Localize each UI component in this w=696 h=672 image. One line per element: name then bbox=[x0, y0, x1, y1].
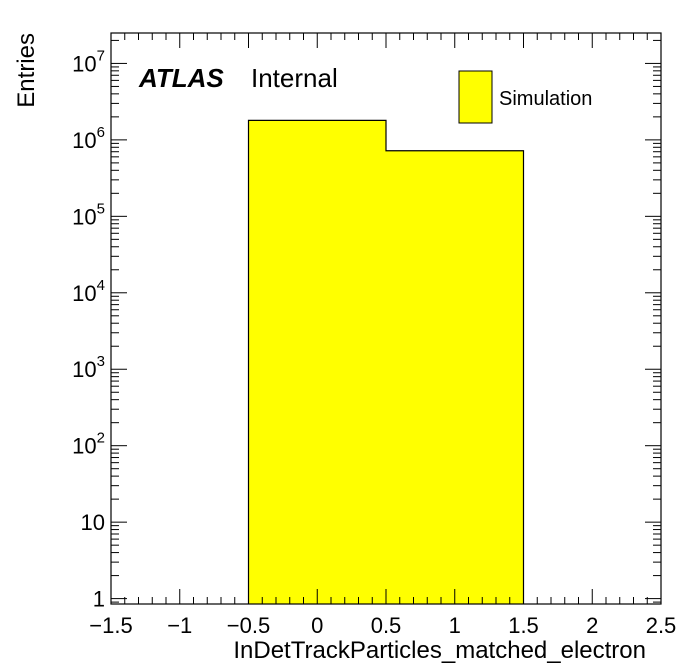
x-tick-label: 0 bbox=[311, 613, 323, 638]
histogram-bar-0 bbox=[248, 120, 386, 605]
x-tick-labels: −1.5 −1 −0.5 0 0.5 1 1.5 2 2.5 bbox=[89, 613, 676, 638]
legend: Simulation bbox=[458, 70, 592, 124]
y-tick-label: 105 bbox=[72, 200, 105, 229]
y-tick-label: 104 bbox=[72, 277, 105, 306]
atlas-label: ATLAS bbox=[138, 63, 224, 93]
x-tick-label: −0.5 bbox=[227, 613, 270, 638]
y-tick-labels: 1 10 102 103 104 105 106 107 bbox=[72, 47, 105, 611]
y-tick-label: 10 bbox=[81, 510, 105, 535]
x-tick-label: −1 bbox=[167, 613, 192, 638]
legend-swatch-simulation bbox=[458, 70, 493, 124]
x-tick-label: 0.5 bbox=[371, 613, 402, 638]
plot-frame bbox=[110, 32, 662, 605]
y-axis-title: Entries bbox=[13, 33, 40, 108]
histogram-outline bbox=[247, 119, 525, 604]
histogram-bar-1 bbox=[386, 150, 524, 604]
x-axis-title: InDetTrackParticles_matched_electron bbox=[233, 637, 646, 664]
internal-label: Internal bbox=[251, 63, 338, 93]
legend-label-simulation: Simulation bbox=[499, 88, 592, 110]
x-tick-label: 1 bbox=[449, 613, 461, 638]
minor-ticks bbox=[111, 33, 661, 604]
y-tick-label: 103 bbox=[72, 353, 105, 382]
y-tick-label: 107 bbox=[72, 47, 105, 76]
y-tick-label: 1 bbox=[93, 587, 105, 612]
y-tick-label: 102 bbox=[72, 430, 105, 459]
histogram-bars bbox=[247, 119, 525, 605]
x-tick-label: 1.5 bbox=[508, 613, 539, 638]
x-tick-label: 2.5 bbox=[646, 613, 677, 638]
x-tick-label: 2 bbox=[586, 613, 598, 638]
y-tick-label: 106 bbox=[72, 124, 105, 153]
x-tick-label: −1.5 bbox=[89, 613, 132, 638]
